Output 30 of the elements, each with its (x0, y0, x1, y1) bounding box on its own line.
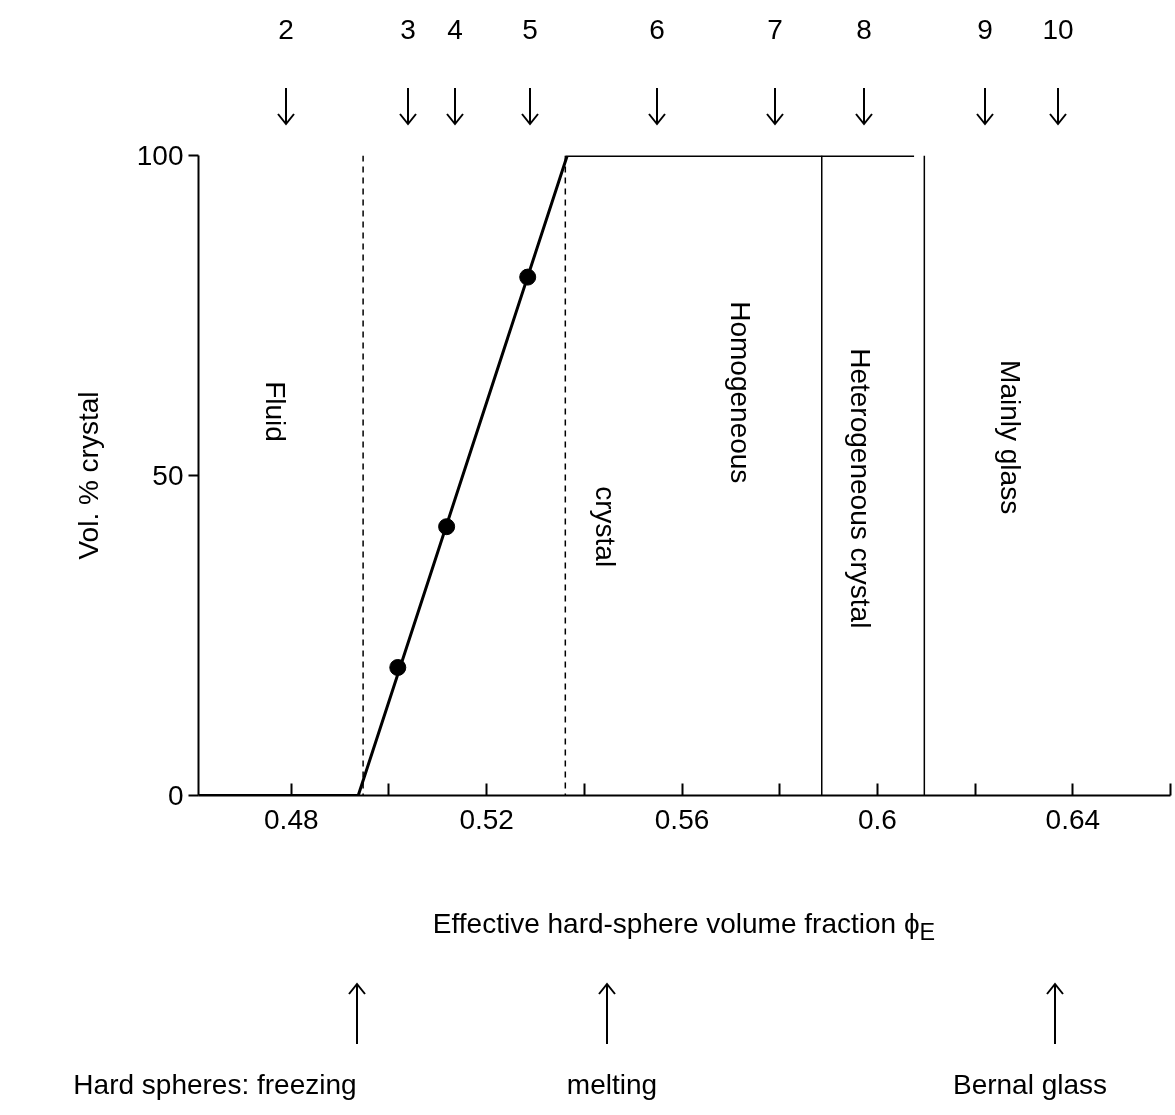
y-axis-title: Vol. % crystal (72, 391, 104, 560)
annotation: Homogeneous (725, 301, 757, 484)
x-tick-label: 0.56 (654, 803, 710, 835)
annotation: Fluid (259, 381, 291, 442)
x-tick-label: 0.52 (459, 803, 514, 835)
x-tick-label: 0.6 (857, 803, 897, 835)
text: 8 (855, 14, 873, 46)
x-tick-label: 0.64 (1045, 803, 1101, 835)
annotation: crystal (590, 486, 622, 568)
x-axis-title: Effective hard-sphere volume fraction ϕ$_{E}$ (431, 907, 937, 947)
text: 3 (400, 14, 416, 45)
text: 5 (521, 14, 539, 46)
text: 7 (766, 14, 784, 46)
text: 9 (976, 14, 994, 46)
text: Bernal glass (951, 1068, 1109, 1102)
point (389, 659, 407, 676)
point (438, 518, 456, 536)
annotation: Heterogeneous crystal (844, 348, 876, 629)
text: melting (565, 1068, 659, 1102)
text: 2 (277, 14, 295, 46)
y-tick-label: 0 (167, 780, 184, 811)
y-tick-label: 100 (136, 140, 184, 171)
x-tick-label: 0.48 (264, 803, 319, 835)
annotation: Mainly glass (994, 360, 1026, 515)
text: Hard spheres: freezing (72, 1068, 358, 1102)
text: 10 (1041, 14, 1075, 46)
text: 4 (447, 14, 463, 45)
y-tick-label: 50 (152, 460, 184, 491)
point (519, 268, 537, 286)
text: 6 (648, 14, 666, 46)
